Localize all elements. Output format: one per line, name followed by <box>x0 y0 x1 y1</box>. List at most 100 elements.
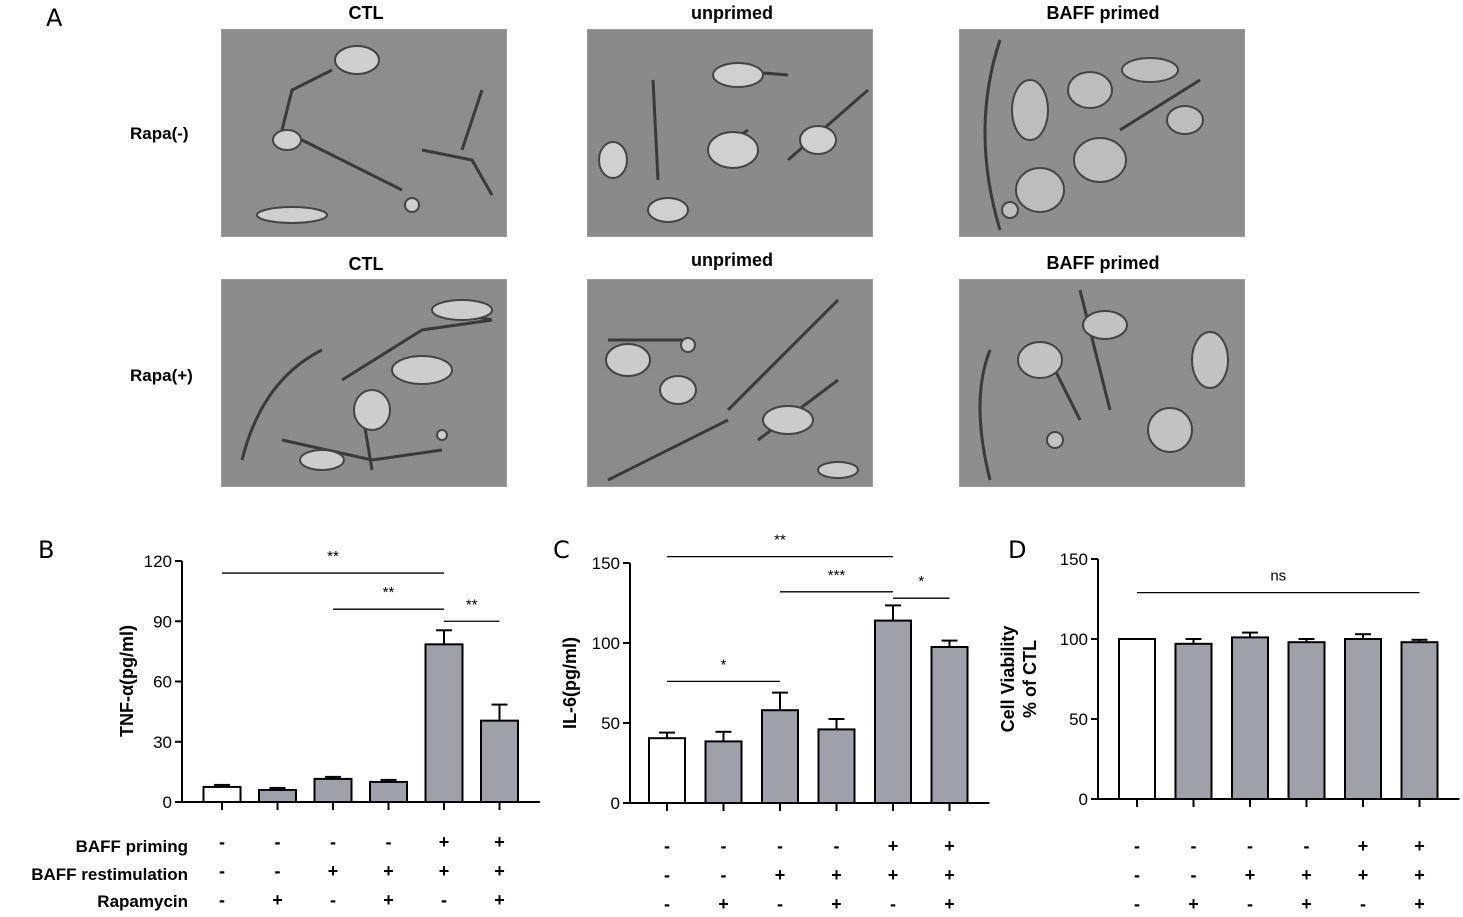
bar-c-5 <box>874 619 912 804</box>
condition-sign-c: + <box>775 865 786 885</box>
bar-c-3 <box>761 709 799 805</box>
condition-label-rapamycin: Rapamycin <box>97 892 188 911</box>
column-title-unprimed-row2: unprimed <box>690 250 773 270</box>
y-axis-label-b: TNF-α(pg/ml) <box>117 625 137 737</box>
y-tick-label-d: 0 <box>1079 790 1088 809</box>
condition-sign-d: - <box>1360 894 1366 914</box>
condition-label-baff-restimulation: BAFF restimulation <box>31 865 188 884</box>
panel-a-letter: A <box>46 4 63 32</box>
y-tick-label-b: 60 <box>153 673 172 692</box>
micrograph-ctl-rapa-minus <box>221 29 507 237</box>
condition-sign-b: + <box>494 861 505 881</box>
significance-label-c: * <box>721 656 727 673</box>
bar-c-2 <box>704 740 743 805</box>
condition-sign-d: + <box>1358 865 1369 885</box>
micrograph-unprimed-rapa-minus <box>587 29 873 237</box>
condition-sign-d: + <box>1414 894 1425 914</box>
condition-sign-c: - <box>834 836 840 856</box>
significance-label-b: ** <box>383 584 395 601</box>
condition-sign-c: - <box>721 865 727 885</box>
micrograph-unprimed-rapa-plus <box>587 279 873 487</box>
bar-d-5 <box>1344 638 1382 800</box>
panel-d-letter: D <box>1008 536 1026 564</box>
significance-label-d: ns <box>1270 568 1286 585</box>
condition-sign-d: + <box>1301 865 1312 885</box>
bar-b-4 <box>369 780 408 804</box>
column-title-ctl: CTL <box>348 3 384 23</box>
condition-sign-b: + <box>328 861 339 881</box>
condition-sign-b: + <box>383 890 394 910</box>
condition-sign-d: - <box>1134 865 1140 885</box>
panel-b-letter: B <box>38 536 54 564</box>
condition-sign-d: - <box>1191 865 1197 885</box>
y-tick-label-b: 90 <box>153 612 172 631</box>
condition-sign-c: + <box>944 865 955 885</box>
bar-d-4 <box>1287 641 1326 801</box>
micrograph-ctl-rapa-plus <box>221 279 507 487</box>
column-title-ctl-row2: CTL <box>348 254 384 274</box>
micrograph-baff-primed-rapa-minus <box>959 29 1245 237</box>
condition-sign-d: + <box>1245 865 1256 885</box>
row-label-rapa-minus: Rapa(-) <box>130 124 189 143</box>
bar-b-3 <box>313 777 353 804</box>
y-tick-label-c: 0 <box>611 794 620 813</box>
condition-label-baff-priming: BAFF priming <box>75 837 188 856</box>
bar-d-1 <box>1118 638 1156 800</box>
y-tick-label-c: 150 <box>592 554 620 573</box>
condition-sign-d: + <box>1188 894 1199 914</box>
condition-sign-c: + <box>888 836 899 856</box>
condition-sign-c: + <box>831 865 842 885</box>
condition-sign-b: + <box>494 832 505 852</box>
y-axis-label-d: Cell Viability% of CTL <box>998 626 1040 733</box>
column-title-baff-primed: BAFF primed <box>1046 3 1160 23</box>
column-title-unprimed: unprimed <box>690 3 773 23</box>
bar-c-6 <box>930 646 969 804</box>
condition-sign-c: - <box>777 894 783 914</box>
condition-sign-c: + <box>718 894 729 914</box>
y-tick-label-d: 100 <box>1060 630 1088 649</box>
condition-sign-b: - <box>330 890 336 910</box>
condition-sign-c: + <box>888 865 899 885</box>
condition-sign-b: + <box>272 890 283 910</box>
significance-label-b: ** <box>466 596 478 613</box>
bar-b-2 <box>258 788 297 804</box>
condition-sign-b: + <box>439 861 450 881</box>
condition-sign-c: - <box>664 894 670 914</box>
condition-sign-b: - <box>219 890 225 910</box>
bar-b-5 <box>424 643 464 803</box>
bar-c-4 <box>817 728 856 805</box>
condition-sign-b: - <box>219 832 225 852</box>
column-title-baff-primed-row2: BAFF primed <box>1046 253 1160 273</box>
condition-sign-c: + <box>831 894 842 914</box>
y-tick-label-c: 100 <box>592 634 620 653</box>
condition-sign-c: - <box>721 836 727 856</box>
condition-sign-b: - <box>275 832 281 852</box>
significance-label-b: ** <box>327 548 339 565</box>
bar-b-1 <box>202 785 242 803</box>
y-tick-label-b: 0 <box>163 793 172 812</box>
condition-sign-d: + <box>1358 836 1369 856</box>
condition-sign-b: - <box>386 832 392 852</box>
condition-sign-c: + <box>944 836 955 856</box>
significance-label-c: *** <box>828 567 846 584</box>
condition-sign-d: - <box>1134 894 1140 914</box>
bar-b-6 <box>480 719 519 803</box>
condition-sign-d: + <box>1301 894 1312 914</box>
condition-sign-d: - <box>1134 836 1140 856</box>
micrograph-baff-primed-rapa-plus <box>959 279 1245 487</box>
y-tick-label-c: 50 <box>601 714 620 733</box>
condition-sign-b: - <box>330 832 336 852</box>
panel-c-letter: C <box>553 536 570 564</box>
bar-d-2 <box>1174 642 1213 800</box>
condition-sign-b: - <box>219 861 225 881</box>
condition-sign-c: - <box>890 894 896 914</box>
y-axis-label-c: IL-6(pg/ml) <box>560 637 580 729</box>
condition-sign-c: - <box>777 836 783 856</box>
condition-sign-d: - <box>1247 894 1253 914</box>
condition-sign-b: - <box>441 890 447 910</box>
condition-sign-b: + <box>494 890 505 910</box>
condition-sign-d: + <box>1414 836 1425 856</box>
condition-sign-b: + <box>383 861 394 881</box>
condition-sign-c: + <box>944 894 955 914</box>
